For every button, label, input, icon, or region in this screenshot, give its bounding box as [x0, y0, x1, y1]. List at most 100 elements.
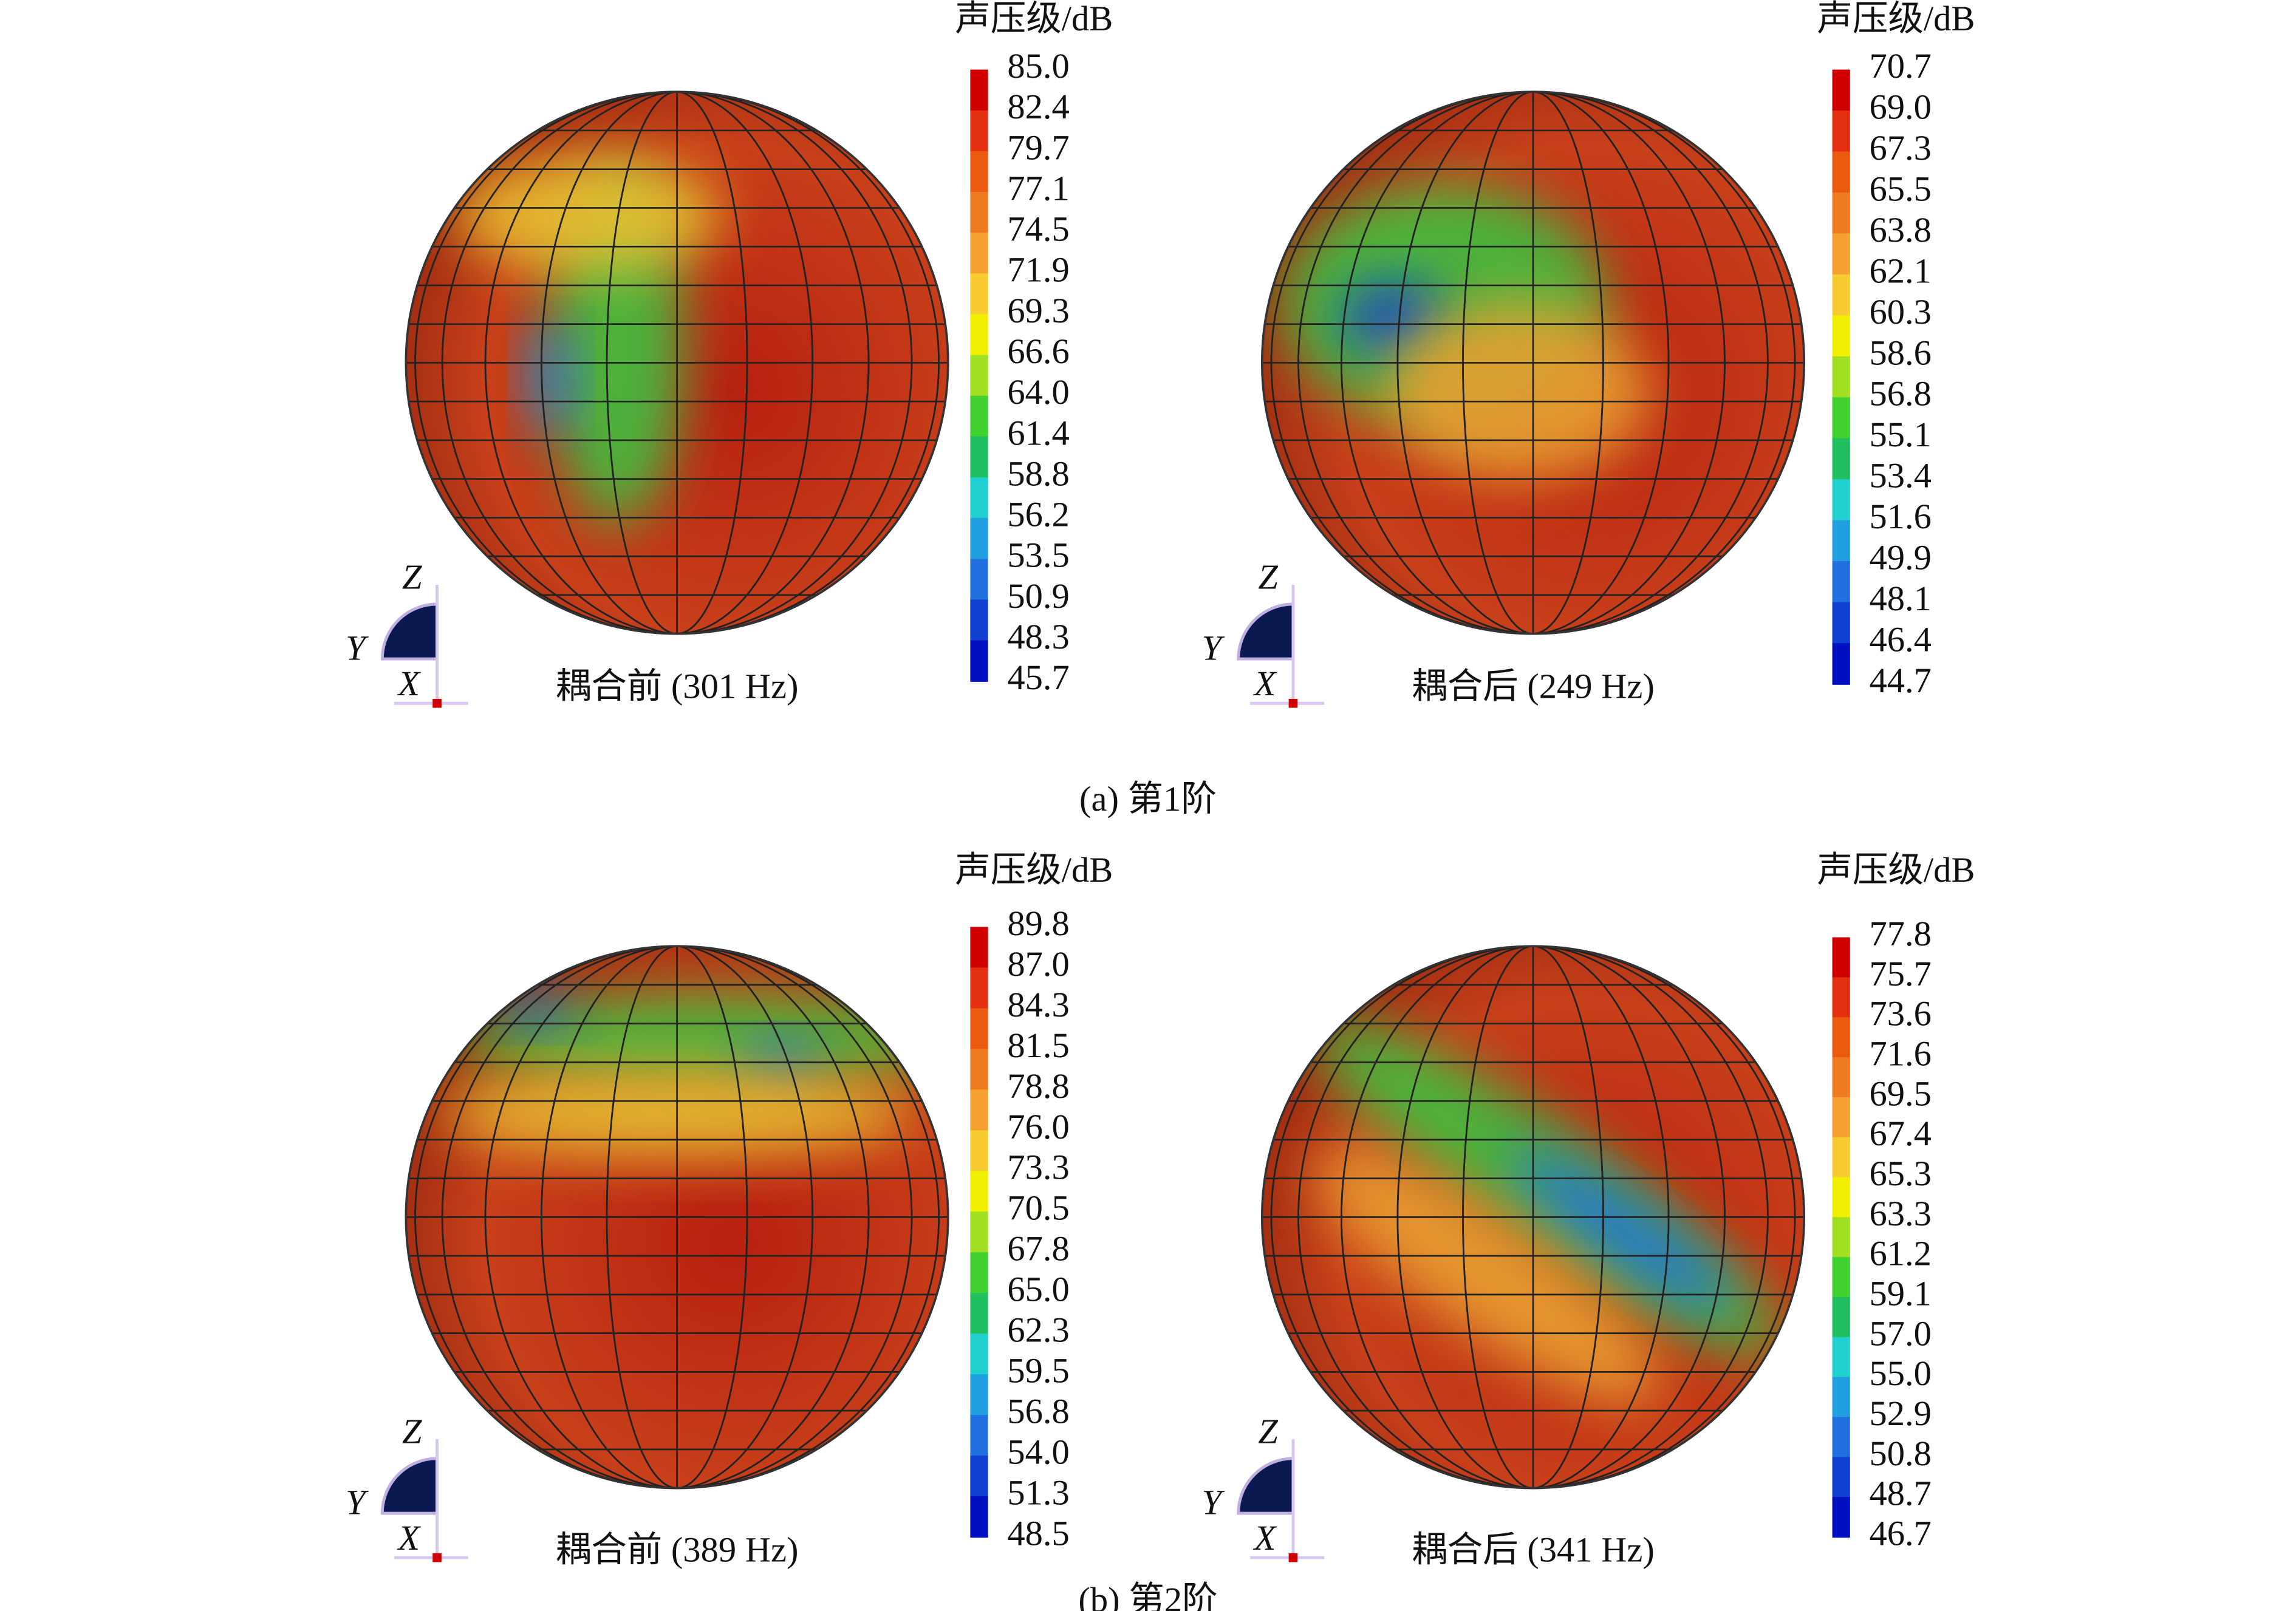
axis-label: Y	[1202, 1482, 1225, 1522]
colorbar-label: 48.1	[1870, 579, 1932, 618]
colorbar-label: 82.4	[1007, 87, 1069, 126]
axis-triad	[1237, 602, 1295, 661]
colorbar-label: 62.3	[1007, 1310, 1069, 1350]
colorbar-label: 57.0	[1870, 1313, 1932, 1353]
sphere-outline	[1260, 945, 1806, 1490]
colorbar-segment	[970, 927, 988, 969]
colorbar-segment	[970, 1456, 988, 1497]
colorbar-label: 66.6	[1007, 332, 1069, 371]
colorbar-segment	[970, 110, 988, 152]
colorbar-segment	[970, 599, 988, 641]
colorbar-segment	[970, 192, 988, 234]
colorbar-label: 46.7	[1870, 1514, 1932, 1553]
colorbar-segment	[1832, 315, 1850, 358]
colorbar-segment	[1832, 1017, 1850, 1058]
colorbar-segment	[1832, 1297, 1850, 1338]
colorbar-label: 65.3	[1870, 1154, 1932, 1193]
axis-triad	[380, 1457, 439, 1515]
colorbar-title: 声压级/dB	[955, 850, 1113, 890]
panel: ZYX 耦合后 (249 Hz) 声压级/dB 70.769.067.365.563.…	[1202, 0, 1975, 708]
colorbar-label: 73.3	[1007, 1148, 1069, 1187]
colorbar-segment	[970, 518, 988, 560]
colorbar-segment	[1832, 937, 1850, 978]
axis-label: Y	[346, 1482, 369, 1522]
colorbar-label: 65.0	[1007, 1270, 1069, 1309]
colorbar-label: 71.6	[1870, 1034, 1932, 1073]
colorbar-segment	[1832, 1057, 1850, 1098]
colorbar-label: 85.0	[1007, 46, 1069, 86]
colorbar-label: 69.3	[1007, 291, 1069, 330]
colorbar-segment	[970, 395, 988, 438]
colorbar-label: 45.7	[1007, 658, 1069, 697]
axis-origin	[1288, 1553, 1298, 1562]
panel: ZYX 耦合前 (389 Hz) 声压级/dB 89.887.084.381.578.…	[346, 850, 1113, 1569]
colorbar-label: 77.1	[1007, 168, 1069, 208]
colorbar-segment	[1832, 192, 1850, 234]
colorbar-segment	[970, 1211, 988, 1253]
colorbar-title: 声压级/dB	[1817, 850, 1975, 890]
colorbar-segment	[1832, 111, 1850, 152]
colorbar-segment	[970, 273, 988, 315]
colorbar-label: 61.2	[1870, 1234, 1932, 1273]
field-blob	[1511, 1151, 1733, 1313]
colorbar-label: 78.8	[1007, 1066, 1069, 1106]
colorbar-label: 55.0	[1870, 1354, 1932, 1393]
colorbar-segment	[970, 1171, 988, 1213]
colorbar-segment	[970, 314, 988, 356]
colorbar-label: 61.4	[1007, 413, 1069, 452]
colorbar-segment	[1832, 1457, 1850, 1498]
colorbar-label: 51.3	[1007, 1473, 1069, 1513]
colorbar-segment	[970, 477, 988, 519]
caption: 耦合前 (301 Hz)	[556, 667, 799, 706]
colorbar-segment	[1832, 1217, 1850, 1258]
colorbar-segment	[1832, 1257, 1850, 1298]
colorbar-label: 60.3	[1870, 292, 1932, 332]
colorbar-segment	[1832, 977, 1850, 1018]
colorbar-label: 65.5	[1870, 169, 1932, 208]
colorbar-segment	[970, 559, 988, 601]
colorbar-label: 48.3	[1007, 617, 1069, 656]
colorbar-segment	[1832, 69, 1850, 112]
sphere-outline	[1260, 90, 1806, 635]
sphere-outline	[405, 90, 949, 635]
colorbar-segment	[1832, 1177, 1850, 1218]
colorbar-label: 63.8	[1870, 210, 1932, 250]
colorbar-label: 53.5	[1007, 536, 1069, 575]
field-blob	[454, 155, 722, 274]
colorbar-segment	[1832, 561, 1850, 603]
colorbar-segment	[970, 1333, 988, 1375]
colorbar-label: 87.0	[1007, 944, 1069, 984]
axis-origin	[1288, 698, 1298, 708]
axis-origin	[432, 1553, 442, 1562]
colorbar-label: 70.5	[1007, 1188, 1069, 1228]
colorbar-segment	[1832, 1137, 1850, 1178]
axis-label: Z	[402, 1411, 423, 1451]
colorbar-segment	[970, 151, 988, 193]
colorbar-segment	[1832, 1097, 1850, 1138]
colorbar-label: 69.0	[1870, 87, 1932, 127]
axis-label: Z	[402, 557, 423, 596]
sphere	[1262, 946, 1805, 1488]
field-blob	[440, 1069, 914, 1158]
sphere-outline	[405, 945, 949, 1490]
colorbar-segment	[1832, 479, 1850, 521]
axis-triad	[380, 602, 439, 661]
colorbar-label: 44.7	[1870, 661, 1932, 700]
colorbar-label: 52.9	[1870, 1394, 1932, 1433]
colorbar-segment	[970, 355, 988, 397]
sphere	[406, 946, 948, 1488]
colorbar-segment	[970, 1293, 988, 1335]
colorbar-segment	[1832, 274, 1850, 316]
colorbar-label: 70.7	[1870, 46, 1932, 86]
colorbar-segment	[1832, 1337, 1850, 1378]
colorbar-segment	[970, 640, 988, 682]
field-blob	[1315, 1148, 1662, 1405]
subfigure-caption: (a) 第1阶	[1079, 779, 1217, 819]
axis-label: X	[397, 664, 421, 703]
colorbar-label: 56.2	[1007, 495, 1069, 534]
colorbar-label: 51.6	[1870, 497, 1932, 536]
colorbar-label: 58.6	[1870, 333, 1932, 372]
colorbar-label: 59.5	[1007, 1351, 1069, 1391]
